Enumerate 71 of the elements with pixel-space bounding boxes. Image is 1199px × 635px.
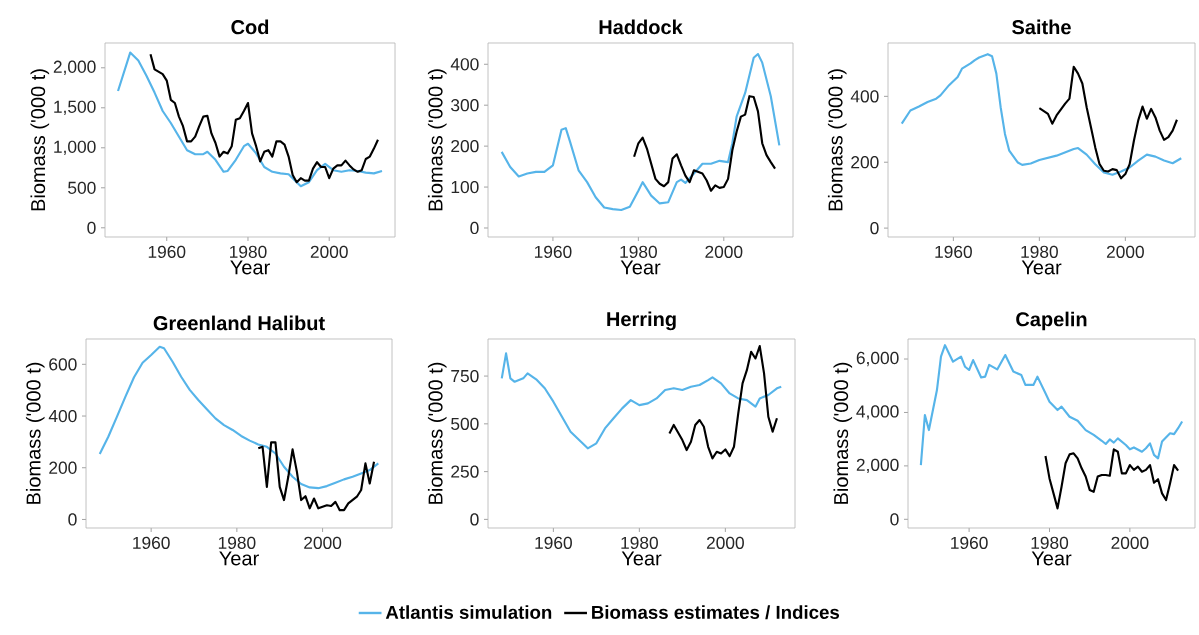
y-tick-label: 200 xyxy=(49,461,77,474)
y-tick-label: 250 xyxy=(451,465,479,478)
y-tick-label: 200 xyxy=(851,156,879,169)
chart-title: Saithe xyxy=(1012,19,1071,35)
x-axis-title: Year xyxy=(219,551,259,566)
x-tick-label: 1980 xyxy=(620,245,657,258)
line-series xyxy=(1044,448,1180,510)
x-tick-label: 1960 xyxy=(951,536,988,549)
x-tick-label: 1960 xyxy=(133,536,170,549)
x-tick-label: 1960 xyxy=(534,245,572,258)
y-axis-title: Biomass ('000 t) xyxy=(25,362,45,504)
y-tick-label: 500 xyxy=(451,417,479,430)
y-tick-label: 500 xyxy=(68,181,96,194)
y-tick-label: 2,000 xyxy=(53,60,96,75)
y-tick-label: 600 xyxy=(49,358,77,371)
y-axis-title: Biomass ('000 t) xyxy=(833,362,853,504)
y-tick-label: 200 xyxy=(451,139,479,153)
y-tick-label: 100 xyxy=(451,180,479,194)
x-tick-label: 1980 xyxy=(218,536,256,549)
chart-title: Herring xyxy=(607,311,676,331)
y-tick-label: 400 xyxy=(450,58,479,71)
y-tick-label: 300 xyxy=(451,99,479,112)
x-axis-title: Year xyxy=(621,551,662,566)
y-tick-label: 6,000 xyxy=(856,351,899,367)
line-series xyxy=(668,344,779,460)
x-tick-label: 2000 xyxy=(304,536,342,549)
y-tick-label: 1,000 xyxy=(54,140,96,155)
x-axis-title: Year xyxy=(230,260,270,275)
line-series xyxy=(98,345,380,490)
line-series xyxy=(500,52,781,212)
line-series xyxy=(149,53,380,184)
y-axis-title: Biomass ('000 t) xyxy=(30,69,50,211)
y-tick-label: 0 xyxy=(870,221,879,235)
x-axis-title: Year xyxy=(1031,551,1072,566)
y-tick-label: 0 xyxy=(890,513,899,526)
x-tick-label: 2000 xyxy=(310,245,348,258)
y-tick-label: 1,500 xyxy=(54,100,96,115)
y-tick-label: 2,000 xyxy=(856,458,899,474)
x-axis-title: Year xyxy=(1021,260,1062,275)
y-tick-label: 750 xyxy=(451,369,479,383)
chart-title: Capelin xyxy=(1016,311,1087,331)
chart-title: Haddock xyxy=(599,19,683,35)
line-series xyxy=(900,53,1183,176)
x-tick-label: 1980 xyxy=(1021,245,1058,258)
chart-title: Greenland Halibut xyxy=(153,315,325,331)
y-tick-label: 0 xyxy=(87,221,96,234)
x-tick-label: 1960 xyxy=(935,245,972,258)
x-tick-label: 1980 xyxy=(621,536,658,549)
line-series xyxy=(500,352,783,450)
x-tick-label: 1960 xyxy=(148,245,186,258)
x-tick-label: 1960 xyxy=(535,536,572,549)
y-tick-label: 0 xyxy=(68,513,77,526)
y-tick-label: 400 xyxy=(850,90,879,103)
x-axis-title: Year xyxy=(620,260,661,275)
x-tick-label: 1980 xyxy=(230,245,267,258)
x-tick-label: 2000 xyxy=(1106,245,1144,258)
x-tick-label: 2000 xyxy=(1111,536,1149,549)
legend-label: Atlantis simulation xyxy=(385,605,552,619)
line-series xyxy=(1038,65,1179,180)
y-tick-label: 0 xyxy=(470,513,479,526)
y-axis-title: Biomass ('000 t) xyxy=(827,69,847,211)
y-tick-label: 400 xyxy=(48,409,77,423)
y-axis-title: Biomass ('000 t) xyxy=(427,69,447,211)
chart-title: Cod xyxy=(231,19,269,35)
legend-label: Biomass estimates / Indices xyxy=(592,605,840,620)
x-tick-label: 2000 xyxy=(705,245,743,258)
y-axis-title: Biomass ('000 t) xyxy=(427,362,447,504)
y-tick-label: 0 xyxy=(470,221,479,235)
x-tick-label: 2000 xyxy=(706,536,744,549)
y-tick-label: 4,000 xyxy=(856,405,899,420)
x-tick-label: 1980 xyxy=(1031,536,1069,549)
